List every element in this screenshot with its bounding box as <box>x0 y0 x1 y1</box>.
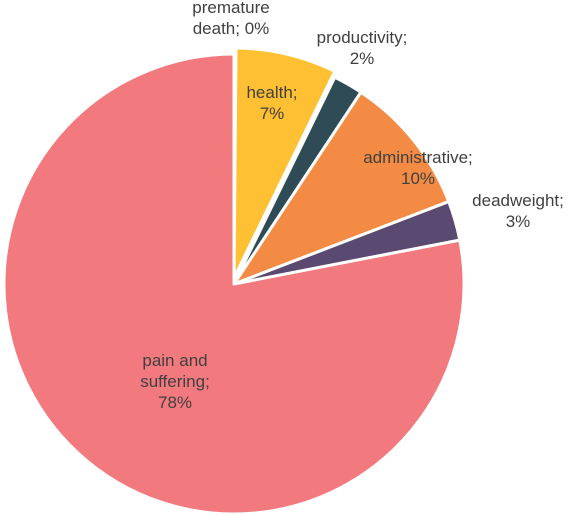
pie-slice-health <box>232 46 337 280</box>
slice-label-pain-and-suffering: pain and suffering; 78% <box>140 351 210 412</box>
slice-label-deadweight: deadweight; 3% <box>472 191 564 231</box>
slice-label-health: health; 7% <box>246 83 297 123</box>
slice-label-premature-death: premature death; 0% <box>192 0 269 38</box>
pie-slices <box>2 46 466 515</box>
pie-slice-pain-and-suffering <box>2 52 466 515</box>
slice-label-administrative: administrative; 10% <box>363 148 473 188</box>
slice-label-productivity: productivity; 2% <box>317 28 408 68</box>
pie-labels: premature death; 0% health; 7% productivity;… <box>140 0 564 412</box>
pie-slice-administrative <box>232 90 451 286</box>
